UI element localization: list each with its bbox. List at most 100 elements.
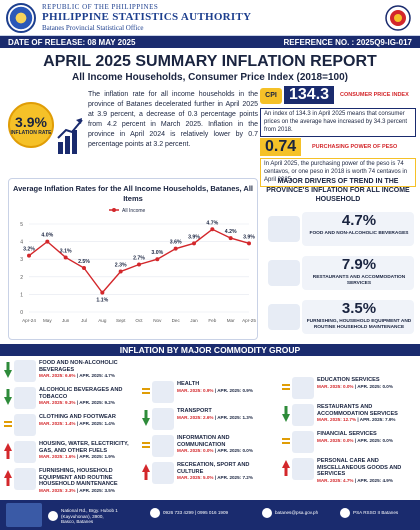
release-bar: DATE OF RELEASE: 08 MAY 2025 REFERENCE N… (0, 36, 420, 48)
header-agency: PHILIPPINE STATISTICS AUTHORITY (42, 11, 252, 24)
footer-facebook-text[interactable]: PSA RSSO II Batanes (353, 510, 399, 516)
data-label: 4.0% (41, 232, 53, 238)
x-tick-label: Feb (208, 318, 216, 323)
commodity-name: FURNISHING, HOUSEHOLD EQUIPMENT AND ROUT… (39, 468, 133, 494)
restaurant-icon (268, 260, 300, 286)
y-tick-label: 4 (20, 239, 23, 245)
equal-icon (282, 438, 290, 444)
commodity-name: PERSONAL CARE AND MISCELLANEOUS GOODS AN… (317, 458, 417, 484)
x-tick-label: Dec (172, 318, 181, 323)
footer: National Rd., Brgy. Hubob 1 (Kayvuhonan)… (0, 500, 420, 530)
commodity-name: EDUCATION SERVICES MAR. 2025: 0.0% | APR.… (317, 377, 417, 389)
commodity-stats: MAR. 2025: 0.9% | APR. 2025: 0.9% (177, 387, 253, 393)
commodity-name-text: INFORMATION AND COMMUNICATION (177, 435, 230, 448)
data-point (192, 240, 196, 245)
data-point (173, 246, 178, 251)
footer-phone-text: 0926 733 4299 | 0995 016 1909 (163, 510, 229, 516)
down-arrow-icon (282, 406, 290, 422)
data-point (137, 261, 141, 266)
facebook-icon (340, 508, 350, 518)
x-tick-label: Oct (135, 318, 143, 323)
data-label: 3.9% (243, 234, 255, 240)
y-tick-label: 3 (20, 257, 23, 263)
office-building-image (6, 503, 42, 527)
footer-address: National Rd., Brgy. Hubob 1 (Kayvuhonan)… (48, 508, 118, 525)
commodity-name-text: CLOTHING AND FOOTWEAR (39, 414, 116, 420)
furniture-icon (268, 304, 300, 330)
driver-value: 7.9% (341, 256, 377, 273)
equal-icon (282, 384, 290, 390)
commodity-stats: MAR. 2025: 0.0% | APR. 2025: 0.0% (177, 448, 253, 454)
commodity-stats: MAR. 2025: 6.6% | APR. 2025: 4.7% (39, 373, 115, 379)
commodity-name: ALCOHOLIC BEVERAGES AND TOBACCO MAR. 2025… (39, 387, 133, 406)
data-label: 3.1% (60, 248, 72, 254)
commodity-stats: MAR. 2025: 0.0% | APR. 2025: 0.0% (317, 437, 393, 443)
cpi-panel: CPI 134.3 CONSUMER PRICE INDEX An index … (260, 86, 416, 138)
data-point (228, 235, 233, 240)
commodity-item: EDUCATION SERVICES MAR. 2025: 0.0% | APR.… (282, 377, 418, 404)
intro-paragraph: The inflation rate for all income househ… (88, 91, 258, 148)
commodity-icon (292, 458, 314, 480)
commodity-icon (14, 360, 36, 382)
commodity-item: FURNISHING, HOUSEHOLD EQUIPMENT AND ROUT… (4, 468, 134, 495)
commodity-mar: MAR. 2025: 6.6% (39, 373, 76, 379)
commodity-name: FINANCIAL SERVICES MAR. 2025: 0.0% | APR.… (317, 431, 417, 443)
commodity-apr: APR. 2025: 4.7% (79, 373, 115, 379)
commodity-mar: MAR. 2025: 0.0% (177, 448, 214, 454)
commodity-name: RECREATION, SPORT AND CULTURE MAR. 2025: … (177, 462, 276, 481)
commodity-stats: MAR. 2025: 2.6% | APR. 2025: 1.3% (177, 414, 253, 420)
major-drivers-panel: MAJOR DRIVERS OF TREND IN THE PROVINCE'S… (262, 178, 414, 340)
location-icon (48, 511, 58, 522)
x-tick-label: May (43, 318, 52, 323)
commodity-name: HOUSING, WATER, ELECTRICITY, GAS, AND OT… (39, 441, 133, 460)
commodity-item: HEALTH MAR. 2025: 0.9% | APR. 2025: 0.9% (142, 381, 277, 408)
up-arrow-icon (4, 470, 12, 486)
footer-phone: 0926 733 4299 | 0995 016 1909 (150, 508, 250, 518)
driver-furnishing: 3.5% FURNISHING, HOUSEHOLD EQUIPMENT AND… (262, 300, 414, 336)
x-tick-label: Apr-25 (242, 318, 256, 323)
commodity-icon (14, 387, 36, 409)
commodity-item: RECREATION, SPORT AND CULTURE MAR. 2025: … (142, 462, 277, 489)
footer-email-text[interactable]: batanes@psa.gov.ph (275, 510, 319, 516)
commodity-group-grid: FOOD AND NON-ALCOHOLIC BEVERAGES MAR. 202… (0, 360, 420, 498)
commodity-item: FINANCIAL SERVICES MAR. 2025: 0.0% | APR.… (282, 431, 418, 458)
cpi-description: An index of 134.3 in April 2025 means th… (260, 108, 416, 138)
inflation-rate-badge: 3.9% INFLATION RATE (8, 102, 54, 148)
cpi-label: CONSUMER PRICE INDEX (340, 92, 409, 98)
commodity-apr: APR. 2025: 3.5% (79, 488, 115, 494)
reference-number: REFERENCE NO. : 2025Q9-IG-017 (283, 37, 412, 47)
commodity-stats: MAR. 2025: 12.7% | APR. 2025: 7.9% (317, 417, 396, 423)
drivers-title: MAJOR DRIVERS OF TREND IN THE PROVINCE'S… (266, 178, 410, 203)
legend-label: All Income (122, 208, 146, 214)
commodity-icon (152, 435, 174, 457)
data-point (155, 256, 160, 261)
driver-label: FURNISHING, HOUSEHOLD EQUIPMENT AND ROUT… (306, 319, 412, 330)
growth-chart-icon (57, 118, 83, 154)
commodity-mar: MAR. 2025: 0.0% (317, 383, 354, 389)
commodity-mar: MAR. 2025: 0.9% (177, 387, 214, 393)
data-label: 2.5% (78, 259, 90, 265)
commodity-name: INFORMATION AND COMMUNICATION MAR. 2025: … (177, 435, 276, 454)
commodity-name: RESTAURANTS AND ACCOMMODATION SERVICES MA… (317, 404, 417, 423)
commodity-item: RESTAURANTS AND ACCOMMODATION SERVICES MA… (282, 404, 418, 431)
commodity-stats: MAR. 2025: 1.6% | APR. 2025: 1.9% (39, 454, 115, 460)
commodity-item: HOUSING, WATER, ELECTRICITY, GAS, AND OT… (4, 441, 134, 468)
commodity-item: PERSONAL CARE AND MISCELLANEOUS GOODS AN… (282, 458, 418, 485)
driver-restaurants: 7.9% RESTAURANTS AND ACCOMMODATION SERVI… (262, 256, 414, 292)
commodity-item: CLOTHING AND FOOTWEAR MAR. 2025: 1.4% | A… (4, 414, 134, 441)
commodity-name-text: PERSONAL CARE AND MISCELLANEOUS GOODS AN… (317, 458, 402, 478)
equal-icon (142, 442, 150, 448)
purchasing-power-description: In April 2025, the purchasing power of t… (260, 158, 416, 188)
commodity-name-text: FOOD AND NON-ALCOHOLIC BEVERAGES (39, 360, 118, 373)
commodity-name-text: RESTAURANTS AND ACCOMMODATION SERVICES (317, 404, 398, 417)
footer-email[interactable]: batanes@psa.gov.ph (262, 508, 332, 518)
data-point (100, 290, 105, 295)
commodity-apr: APR. 2025: 9.2% (79, 400, 115, 406)
data-point (63, 254, 68, 259)
release-date: DATE OF RELEASE: 08 MAY 2025 (8, 37, 136, 47)
up-arrow-icon (142, 464, 150, 480)
cpi-value: 134.3 (284, 86, 335, 104)
commodity-item: TRANSPORT MAR. 2025: 2.6% | APR. 2025: 1.… (142, 408, 277, 435)
legend-marker (112, 207, 116, 212)
footer-facebook[interactable]: PSA RSSO II Batanes (340, 508, 416, 518)
